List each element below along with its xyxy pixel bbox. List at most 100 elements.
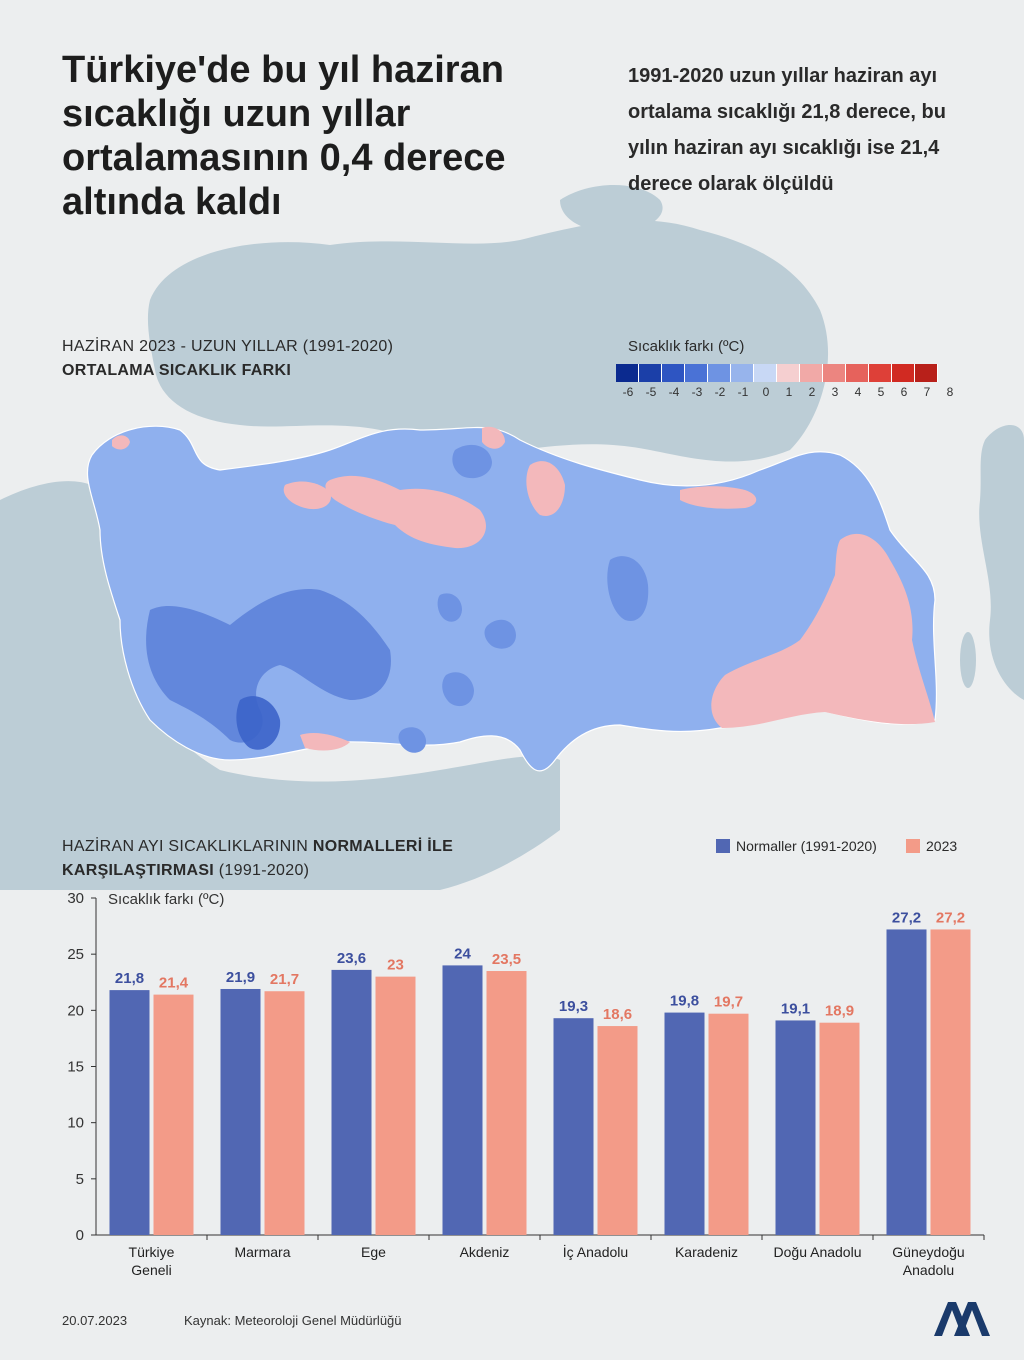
color-scale-cell <box>823 364 846 382</box>
cold-patch-mersin <box>398 727 427 753</box>
color-scale-cell <box>892 364 915 382</box>
color-scale-label: -4 <box>668 385 680 399</box>
warm-patch-antalya <box>300 732 350 751</box>
data-label: 21,9 <box>226 969 255 986</box>
legend-normal-swatch <box>716 839 730 853</box>
y-tick-label: 20 <box>67 1002 84 1019</box>
bar-2023 <box>375 976 416 1235</box>
x-tick-label: Güneydoğu <box>892 1244 964 1260</box>
chart-title-line-2-bold: KARŞILAŞTIRMASI <box>62 862 215 879</box>
bar-normal <box>886 929 927 1235</box>
y-tick-label: 5 <box>76 1171 84 1188</box>
y-tick-label: 10 <box>67 1115 84 1132</box>
warm-patch-east <box>711 533 935 728</box>
color-scale-label: 3 <box>831 385 839 399</box>
bar-normal <box>109 990 150 1235</box>
data-label: 18,6 <box>603 1006 632 1023</box>
data-label: 21,8 <box>115 970 144 987</box>
data-label: 27,2 <box>892 909 921 926</box>
y-tick-label: 0 <box>76 1227 84 1244</box>
headline: Türkiye'de bu yıl haziran sıcaklığı uzun… <box>62 49 506 223</box>
data-label: 21,4 <box>159 975 189 992</box>
bar-2023 <box>153 994 194 1235</box>
data-label: 23 <box>387 957 404 974</box>
data-label: 24 <box>454 945 471 962</box>
color-scale-bar <box>616 364 938 382</box>
data-label: 19,8 <box>670 993 699 1010</box>
footer-date: 20.07.2023 <box>62 1313 128 1328</box>
x-tick-label: Anadolu <box>903 1262 954 1278</box>
bar-2023 <box>819 1022 860 1235</box>
color-scale-cell <box>915 364 938 382</box>
warm-patch-duzce <box>283 481 331 510</box>
color-scale-cell <box>685 364 708 382</box>
warm-patch-trabzon <box>680 486 757 509</box>
color-scale-cell <box>846 364 869 382</box>
color-scale-label: 1 <box>785 385 793 399</box>
data-label: 23,6 <box>337 950 366 967</box>
color-scale-cell <box>616 364 639 382</box>
bar-2023 <box>930 929 971 1235</box>
map-title-line-2: ORTALAMA SICAKLIK FARKI <box>62 362 292 379</box>
cold-patch-aksaray <box>437 593 462 622</box>
cold-patch-kayseri <box>484 619 516 649</box>
color-scale-label: -1 <box>737 385 749 399</box>
data-label: 18,9 <box>825 1003 854 1020</box>
chart-title-line-2-normal: (1991-2020) <box>214 862 310 879</box>
color-scale-cell <box>869 364 892 382</box>
data-label: 27,2 <box>936 909 965 926</box>
color-scale-cell <box>731 364 754 382</box>
bar-normal <box>442 965 483 1235</box>
aa-logo <box>934 1302 990 1336</box>
data-label: 19,1 <box>781 1000 810 1017</box>
color-scale-labels: -6 -5 -4 -3 -2 -1 0 1 2 3 4 5 6 7 8 <box>616 385 960 401</box>
legend-2023: 2023 <box>906 838 957 854</box>
color-scale-label: -6 <box>622 385 634 399</box>
data-label: 19,3 <box>559 998 588 1015</box>
color-scale-cell <box>754 364 777 382</box>
warm-patch-north-central <box>325 475 486 549</box>
data-label: 21,7 <box>270 971 299 988</box>
caspian-sea <box>979 425 1024 700</box>
color-scale-label: 5 <box>877 385 885 399</box>
legend-normal: Normaller (1991-2020) <box>716 838 877 854</box>
x-tick-label: Ege <box>361 1244 386 1260</box>
y-tick-label: 25 <box>67 946 84 963</box>
bar-normal <box>553 1018 594 1235</box>
color-scale-cell <box>639 364 662 382</box>
color-scale-cell <box>800 364 823 382</box>
color-scale-title: Sıcaklık farkı (ºC) <box>628 338 745 355</box>
legend-2023-label: 2023 <box>926 838 958 854</box>
data-label: 19,7 <box>714 994 743 1011</box>
color-scale-label: -3 <box>691 385 703 399</box>
warm-patch-amasra <box>482 426 505 449</box>
chart-title-line-1: HAZİRAN AYI SICAKLIKLARININ NORMALLERİ İ… <box>62 838 453 856</box>
y-tick-label: 30 <box>67 890 84 907</box>
warm-patch-istanbul <box>112 435 130 450</box>
y-axis-label: Sıcaklık farkı (ºC) <box>108 891 224 908</box>
chart-title-line-1-bold: NORMALLERİ İLE <box>312 838 454 855</box>
azov-sea <box>560 185 663 233</box>
color-scale-label: 4 <box>854 385 862 399</box>
cold-patch-west <box>146 589 391 743</box>
lede: 1991-2020 uzun yıllar haziran ayı ortala… <box>628 65 946 195</box>
cold-patch-nigde <box>442 672 474 707</box>
color-scale-label: -5 <box>645 385 657 399</box>
cold-patch-sinop <box>452 444 492 479</box>
black-sea <box>147 220 829 462</box>
x-tick-label: Akdeniz <box>460 1244 510 1260</box>
x-tick-label: Doğu Anadolu <box>774 1244 862 1260</box>
color-scale-cell <box>777 364 800 382</box>
x-tick-label: Marmara <box>234 1244 290 1260</box>
bar-normal <box>775 1020 816 1235</box>
lake-urmia <box>960 632 976 688</box>
x-tick-label: Türkiye <box>129 1244 175 1260</box>
bar-normal <box>664 1012 705 1235</box>
color-scale-label: 7 <box>923 385 931 399</box>
bar-2023 <box>264 991 305 1235</box>
chart-title-line-1-normal: HAZİRAN AYI SICAKLIKLARININ <box>62 838 313 855</box>
map-title-line-1: HAZİRAN 2023 - UZUN YILLAR (1991-2020) <box>62 338 394 355</box>
footer-source: Kaynak: Meteoroloji Genel Müdürlüğü <box>184 1313 402 1328</box>
warm-patch-tokat <box>526 461 565 516</box>
